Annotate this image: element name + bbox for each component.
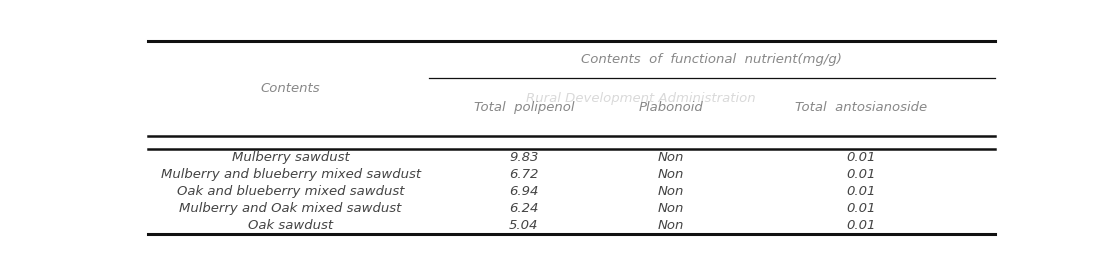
Text: 5.04: 5.04 bbox=[510, 219, 539, 232]
Text: 0.01: 0.01 bbox=[846, 168, 875, 181]
Text: 0.01: 0.01 bbox=[846, 219, 875, 232]
Text: Contents: Contents bbox=[261, 82, 320, 95]
Text: 9.83: 9.83 bbox=[510, 151, 539, 164]
Text: Total  antosianoside: Total antosianoside bbox=[795, 101, 927, 114]
Text: Non: Non bbox=[658, 151, 683, 164]
Text: Non: Non bbox=[658, 219, 683, 232]
Text: Mulberry and Oak mixed sawdust: Mulberry and Oak mixed sawdust bbox=[180, 202, 401, 215]
Text: 6.72: 6.72 bbox=[510, 168, 539, 181]
Text: 0.01: 0.01 bbox=[846, 185, 875, 198]
Text: Non: Non bbox=[658, 168, 683, 181]
Text: Contents  of  functional  nutrient(mg/g): Contents of functional nutrient(mg/g) bbox=[581, 53, 842, 66]
Text: 6.24: 6.24 bbox=[510, 202, 539, 215]
Text: 0.01: 0.01 bbox=[846, 151, 875, 164]
Text: 6.94: 6.94 bbox=[510, 185, 539, 198]
Text: Non: Non bbox=[658, 185, 683, 198]
Text: Plabonoid: Plabonoid bbox=[639, 101, 704, 114]
Text: Non: Non bbox=[658, 202, 683, 215]
Text: Rural Development Administration: Rural Development Administration bbox=[526, 92, 755, 105]
Text: Mulberry and blueberry mixed sawdust: Mulberry and blueberry mixed sawdust bbox=[161, 168, 420, 181]
Text: Total  polipenol: Total polipenol bbox=[474, 101, 574, 114]
Text: 0.01: 0.01 bbox=[846, 202, 875, 215]
Text: Oak sawdust: Oak sawdust bbox=[248, 219, 333, 232]
Text: Mulberry sawdust: Mulberry sawdust bbox=[232, 151, 349, 164]
Text: Oak and blueberry mixed sawdust: Oak and blueberry mixed sawdust bbox=[177, 185, 405, 198]
